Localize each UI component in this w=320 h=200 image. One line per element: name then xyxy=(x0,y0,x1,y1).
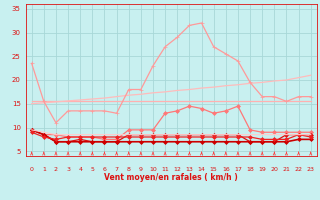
X-axis label: Vent moyen/en rafales ( km/h ): Vent moyen/en rafales ( km/h ) xyxy=(104,174,238,182)
